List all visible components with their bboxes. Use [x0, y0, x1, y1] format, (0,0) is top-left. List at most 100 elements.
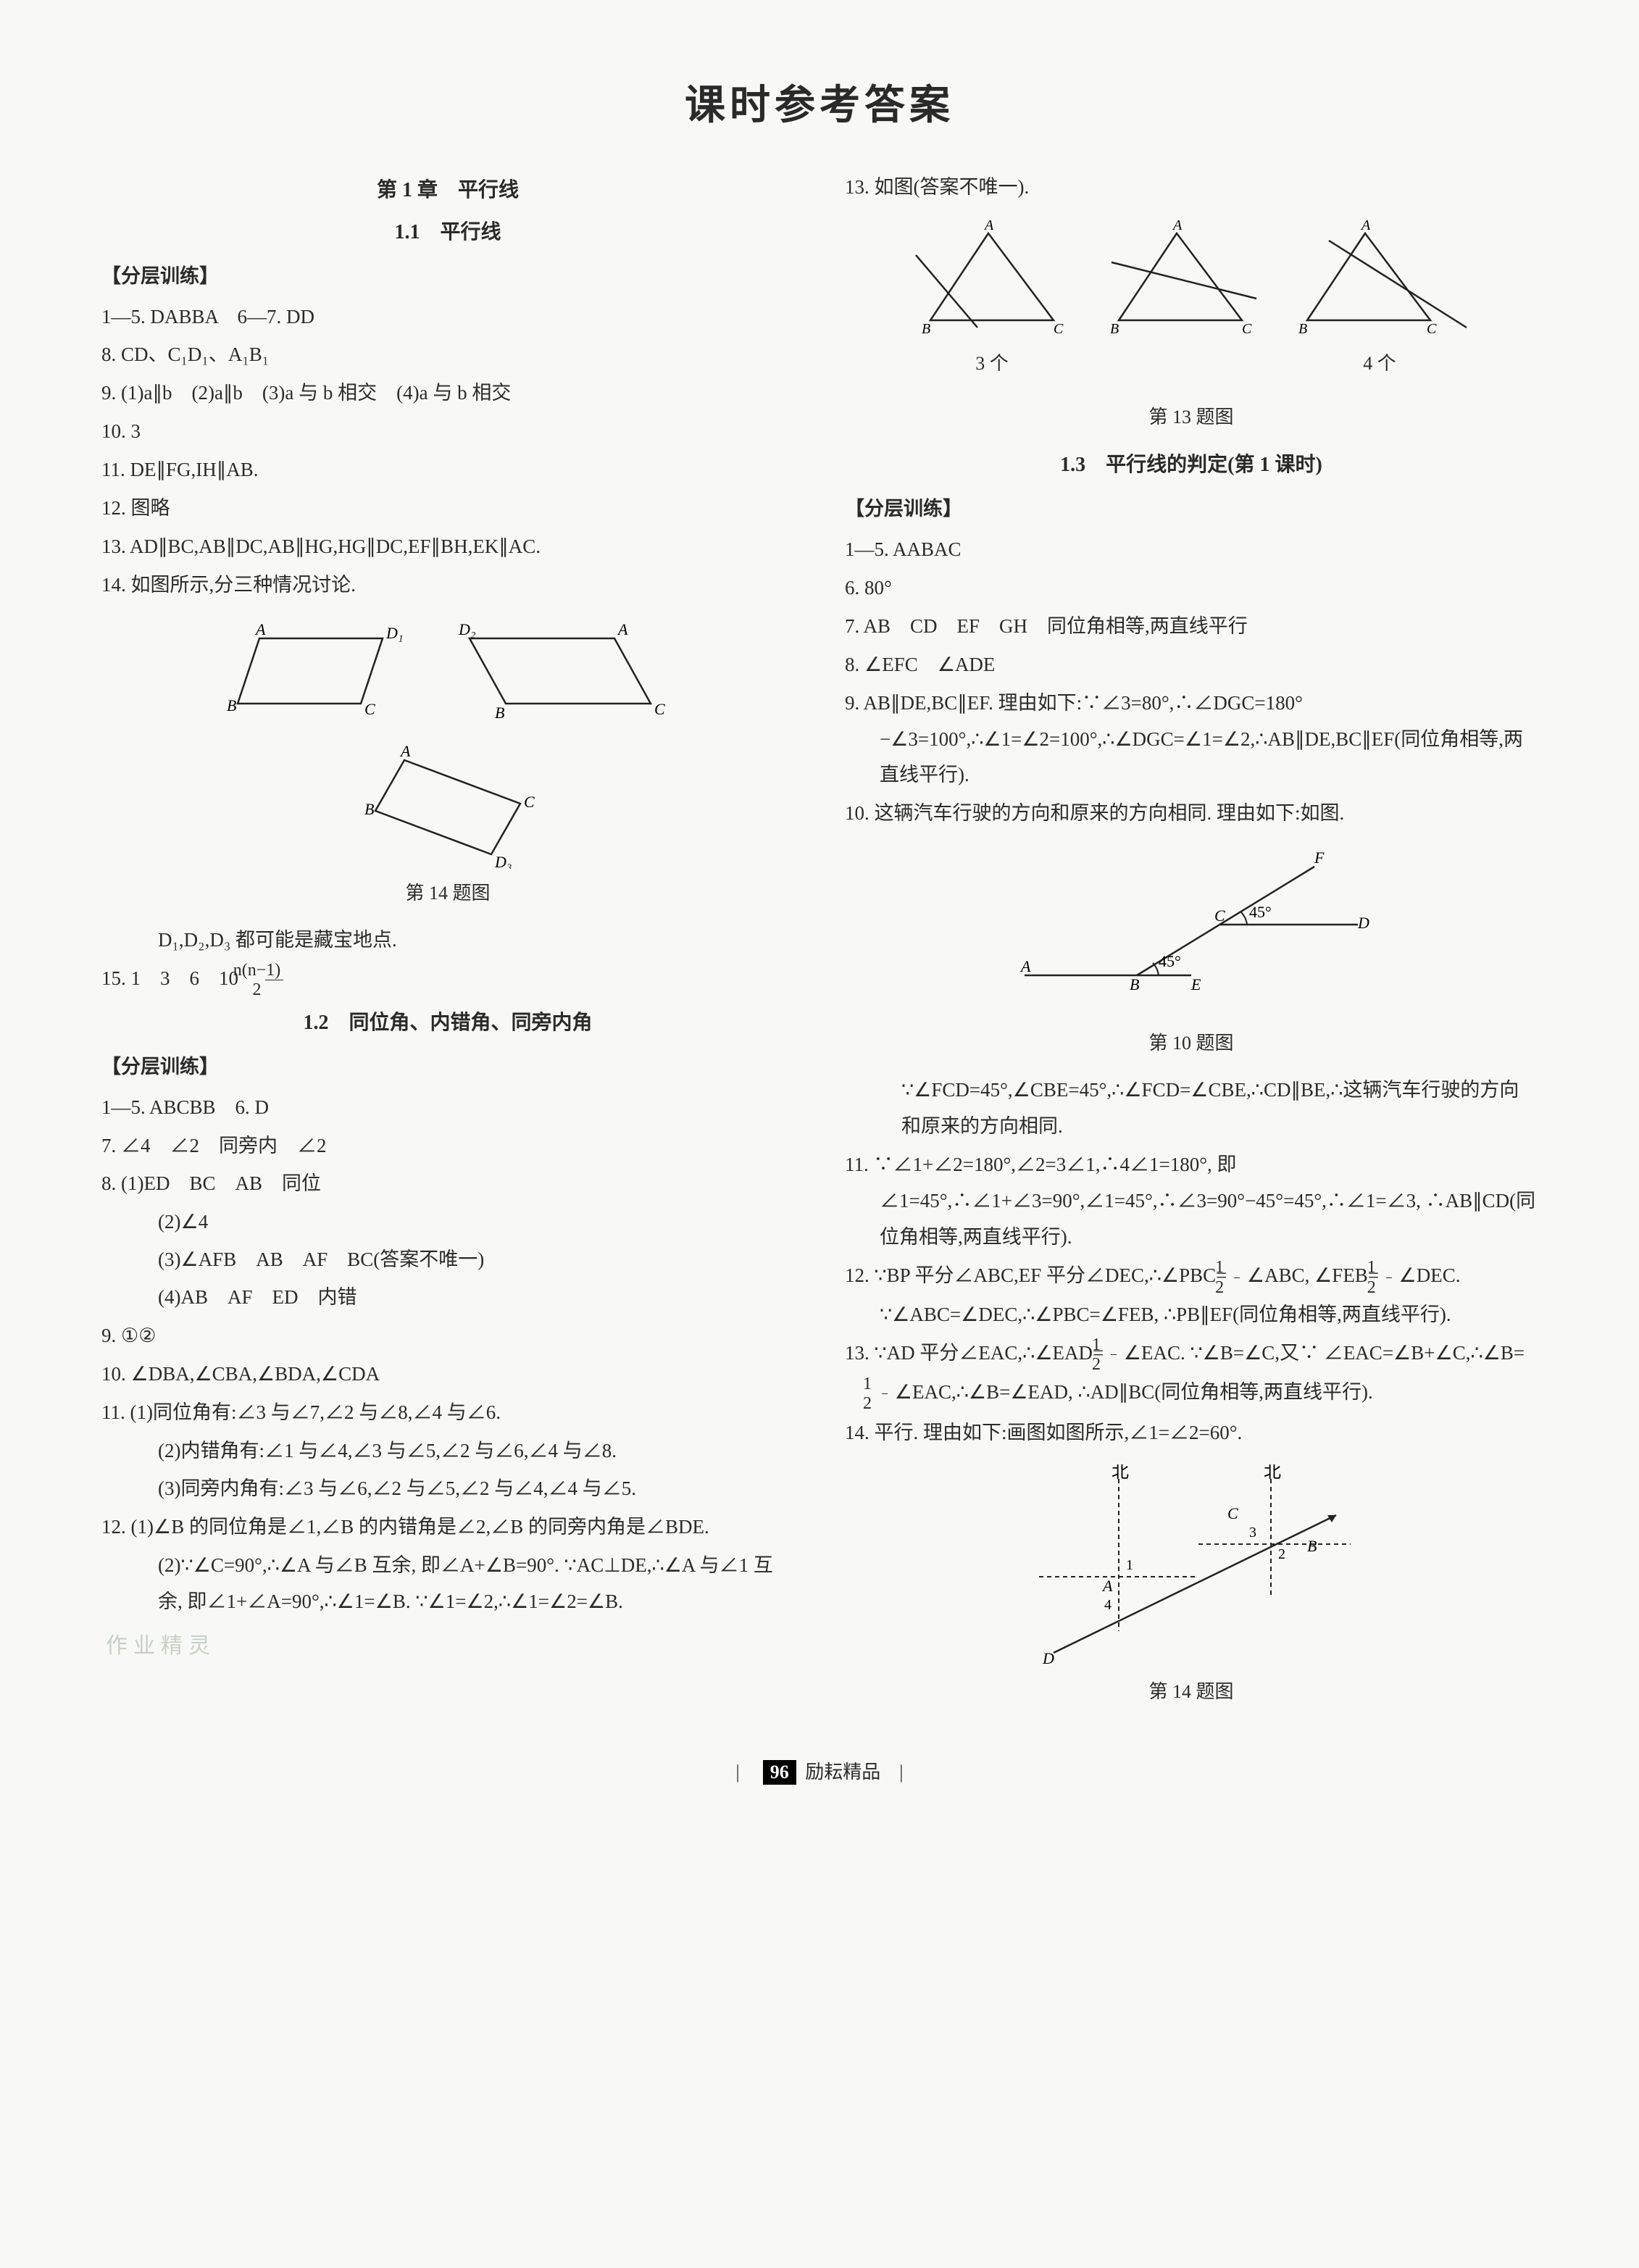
triangle-3-block: A B C 3 个 [909, 219, 1075, 393]
answer-item: 11. (1)同位角有:∠3 与∠7,∠2 与∠8,∠4 与∠6. [101, 1395, 794, 1431]
watermark-text: 作业精灵 [101, 1626, 794, 1667]
answer-item: 7. ∠4 ∠2 同旁内 ∠2 [101, 1128, 794, 1164]
triangle-mid-icon: A B C [1097, 219, 1264, 342]
svg-text:2: 2 [1278, 1546, 1285, 1562]
svg-text:B: B [495, 704, 504, 722]
triangle-4-icon: A B C [1285, 219, 1474, 342]
svg-text:C: C [654, 700, 665, 718]
svg-text:A: A [1360, 219, 1371, 233]
answer-item: 1—5. AABAC [845, 532, 1538, 568]
fraction-den: 2 [1111, 1355, 1117, 1374]
answer-item: 1—5. ABCBB 6. D [101, 1090, 794, 1126]
svg-text:F: F [1314, 849, 1325, 867]
fraction-den: 2 [1234, 1278, 1240, 1297]
section-1-2-title: 1.2 同位角、内错角、同旁内角 [101, 1004, 794, 1042]
svg-text:A: A [617, 620, 628, 638]
svg-text:北: 北 [1112, 1464, 1129, 1482]
answer-item: 11. ∵∠1+∠2=180°,∠2=3∠1,∴4∠1=180°, 即∠1=45… [845, 1147, 1538, 1256]
svg-text:C: C [1427, 321, 1437, 337]
answer-item: 11. DE∥FG,IH∥AB. [101, 452, 794, 488]
answer-item: 10. 这辆汽车行驶的方向和原来的方向相同. 理由如下:如图. [845, 796, 1538, 832]
svg-text:D₂: D₂ [458, 620, 476, 638]
answer-item: 14. 平行. 理由如下:画图如图所示,∠1=∠2=60°. [845, 1415, 1538, 1451]
answer-item: 14. 如图所示,分三种情况讨论. [101, 567, 794, 604]
answer-item: 8. ∠EFC ∠ADE [845, 647, 1538, 683]
svg-text:A: A [1172, 219, 1183, 233]
triangle-4-block: A B C 4 个 [1285, 219, 1474, 393]
item-13c: ∠EAC,∴∠B=∠EAD, ∴AD∥BC(同位角相等,两直线平行). [895, 1381, 1373, 1403]
svg-text:D: D [1357, 914, 1369, 932]
compass-diagram-icon: 北 北 A 1 4 3 2 C B D [1010, 1464, 1372, 1667]
fraction: 1 2 [1111, 1335, 1117, 1375]
figure-14-caption: 第 14 题图 [101, 876, 794, 911]
fraction-num: n(n−1) [265, 961, 284, 980]
svg-text:45°: 45° [1159, 952, 1181, 970]
answer-subitem: (2)∵∠C=90°,∴∠A 与∠B 互余, 即∠A+∠B=90°. ∵AC⊥D… [101, 1548, 794, 1620]
answer-item: 1—5. DABBA 6—7. DD [101, 299, 794, 335]
triangle-3-icon: A B C [909, 219, 1075, 342]
answer-subitem: ∵∠FCD=45°,∠CBE=45°,∴∠FCD=∠CBE,∴CD∥BE,∴这辆… [845, 1072, 1538, 1145]
answer-item: 13. 如图(答案不唯一). [845, 170, 1538, 206]
svg-text:A: A [1101, 1577, 1113, 1595]
footer-brand: 励耘精品 [805, 1762, 880, 1783]
fraction-num: 1 [1234, 1258, 1240, 1277]
figure-14-left: A D₁ B C D₂ A B C [101, 617, 794, 733]
answer-item: 13. AD∥BC,AB∥DC,AB∥HG,HG∥DC,EF∥BH,EK∥AC. [101, 529, 794, 565]
svg-text:45°: 45° [1249, 903, 1272, 921]
fraction-den: 2 [265, 980, 284, 999]
answer-subitem: (2)内错角有:∠1 与∠4,∠3 与∠5,∠2 与∠6,∠4 与∠8. [101, 1433, 794, 1469]
item-12a: 12. ∵BP 平分∠ABC,EF 平分∠DEC,∴∠PBC= [845, 1264, 1227, 1286]
right-column: 13. 如图(答案不唯一). A B C 3 个 A B C [845, 167, 1538, 1721]
subhead-1-3: 【分层训练】 [845, 491, 1538, 528]
svg-text:B: B [1307, 1537, 1317, 1555]
svg-text:B: B [1130, 975, 1139, 993]
answer-subitem: (4)AB AF ED 内错 [101, 1280, 794, 1316]
svg-text:D₁: D₁ [385, 624, 404, 642]
answer-item: 9. ①② [101, 1318, 794, 1354]
answer-item: 7. AB CD EF GH 同位角相等,两直线平行 [845, 609, 1538, 645]
svg-text:B: B [1110, 321, 1119, 337]
answer-item-12: 12. ∵BP 平分∠ABC,EF 平分∠DEC,∴∠PBC= 1 2 ∠ABC… [845, 1258, 1538, 1333]
parallelogram-d2-icon: D₂ A B C [433, 617, 672, 733]
answer-item: D₁,D₂,D₃ 都可能是藏宝地点. [101, 922, 794, 959]
direction-diagram-icon: A B E 45° C 45° D F [1003, 845, 1380, 1019]
page-title: 课时参考答案 [101, 72, 1538, 131]
svg-text:E: E [1190, 975, 1201, 993]
fraction: n(n−1) 2 [265, 961, 284, 1000]
figure-14-left-b: A C B D₃ [101, 746, 794, 869]
fraction: 1 2 [882, 1375, 888, 1414]
svg-text:D: D [1042, 1649, 1054, 1667]
answer-item: 9. AB∥DE,BC∥EF. 理由如下:∵∠3=80°,∴∠DGC=180°−… [845, 685, 1538, 794]
answer-item: 6. 80° [845, 570, 1538, 606]
svg-text:A: A [1019, 957, 1031, 975]
answer-item: 10. 3 [101, 414, 794, 450]
answer-item: 9. (1)a∥b (2)a∥b (3)a 与 b 相交 (4)a 与 b 相交 [101, 375, 794, 412]
svg-text:B: B [364, 800, 374, 818]
answer-item: 8. CD、C₁D₁、A₁B₁ [101, 337, 794, 373]
item-13a: 13. ∵AD 平分∠EAC,∴∠EAD= [845, 1342, 1104, 1364]
content-columns: 第 1 章 平行线 1.1 平行线 【分层训练】 1—5. DABBA 6—7.… [101, 167, 1538, 1721]
fraction-den: 2 [882, 1394, 888, 1413]
parallelogram-d1-icon: A D₁ B C [223, 617, 412, 733]
svg-text:B: B [1298, 321, 1307, 337]
section-1-1-title: 1.1 平行线 [101, 214, 794, 251]
svg-text:北: 北 [1264, 1464, 1281, 1482]
fig13-label-4: 4 个 [1285, 346, 1474, 381]
page-number: 96 [763, 1760, 796, 1785]
answer-subitem: (2)∠4 [101, 1204, 794, 1241]
answer-item: 8. (1)ED BC AB 同位 [101, 1166, 794, 1202]
svg-text:B: B [227, 696, 236, 714]
fraction-num: 1 [882, 1375, 888, 1394]
svg-text:A: A [399, 746, 411, 760]
fraction-den: 2 [1386, 1278, 1392, 1297]
answer-item: 15. 1 3 6 10 n(n−1) 2 [101, 961, 794, 1000]
fraction: 1 2 [1386, 1258, 1392, 1297]
svg-text:C: C [1242, 321, 1252, 337]
figure-10-caption: 第 10 题图 [845, 1026, 1538, 1061]
answer-subitem: (3)∠AFB AB AF BC(答案不唯一) [101, 1242, 794, 1278]
item-12b: ∠ABC, ∠FEB= [1247, 1264, 1379, 1286]
parallelogram-d3-icon: A C B D₃ [346, 746, 549, 869]
svg-text:A: A [983, 219, 994, 233]
svg-text:C: C [1214, 906, 1225, 925]
answer-subitem: (3)同旁内角有:∠3 与∠6,∠2 与∠5,∠2 与∠4,∠4 与∠5. [101, 1471, 794, 1507]
